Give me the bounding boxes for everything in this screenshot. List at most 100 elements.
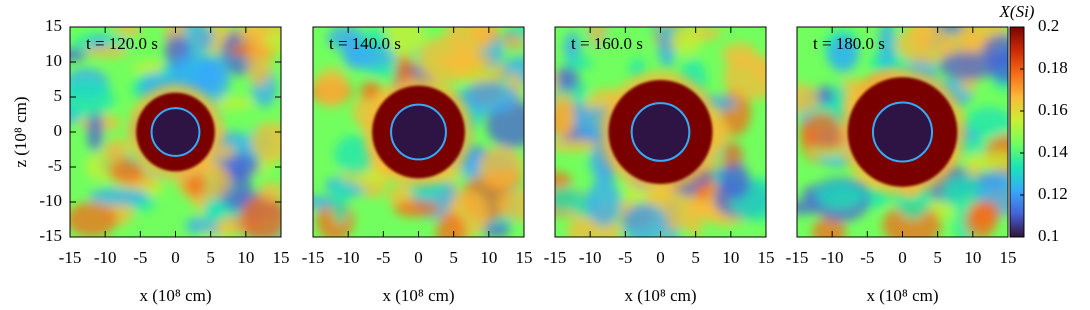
x-tick-label: 15 <box>758 248 775 267</box>
field-patch <box>86 107 104 153</box>
field-patch <box>203 199 225 223</box>
x-tick-label: 5 <box>933 248 942 267</box>
x-tick-label: 5 <box>691 248 700 267</box>
field-patch <box>555 65 580 91</box>
field-patch <box>965 152 1008 170</box>
panel-annotation: t = 160.0 s <box>571 34 643 53</box>
field-patch <box>109 158 145 185</box>
x-tick-label: -15 <box>59 248 82 267</box>
field-patch <box>555 91 576 139</box>
core <box>150 107 201 157</box>
colorbar-tick-label: 0.2 <box>1038 16 1059 35</box>
x-tick-label: 0 <box>898 248 907 267</box>
x-tick-label: 10 <box>237 248 254 267</box>
field-patch <box>383 27 425 57</box>
field-patch <box>555 139 601 152</box>
field-patch <box>70 80 115 118</box>
field-patch <box>720 163 751 201</box>
field-patch <box>622 202 668 237</box>
x-axis-label: x (10⁸ cm) <box>866 286 938 305</box>
y-axis-label: z (10⁸ cm) <box>11 96 30 167</box>
field-patch <box>685 218 704 236</box>
field-patch <box>360 81 382 101</box>
x-tick-label: -10 <box>579 248 602 267</box>
field-patch <box>563 31 581 65</box>
heatmap-field <box>555 27 766 237</box>
field-patch <box>393 200 440 218</box>
heatmap-field <box>70 27 281 237</box>
x-tick-label: 5 <box>449 248 458 267</box>
x-tick-label: -5 <box>618 248 632 267</box>
x-tick-label: 15 <box>516 248 533 267</box>
field-patch <box>669 27 702 56</box>
colorbar-tick-label: 0.1 <box>1038 226 1059 245</box>
field-patch <box>497 188 524 221</box>
field-patch <box>753 59 766 80</box>
colorbar-tick-label: 0.12 <box>1038 184 1068 203</box>
x-tick-label: -15 <box>544 248 567 267</box>
panel-annotation: t = 120.0 s <box>86 34 158 53</box>
field-patch <box>435 212 466 237</box>
field-patch <box>345 45 396 69</box>
core <box>630 102 691 162</box>
x-axis-label: x (10⁸ cm) <box>624 286 696 305</box>
x-tick-label: 0 <box>656 248 665 267</box>
x-tick-label: -5 <box>133 248 147 267</box>
y-tick-label: 5 <box>54 86 63 105</box>
field-patch <box>469 27 491 47</box>
field-patch <box>812 217 847 237</box>
field-patch <box>797 83 822 114</box>
x-tick-label: -15 <box>786 248 809 267</box>
field-patch <box>721 42 758 68</box>
colorbar-tick-label: 0.16 <box>1038 100 1068 119</box>
field-patch <box>941 176 989 210</box>
x-tick-label: -10 <box>821 248 844 267</box>
x-tick-label: 0 <box>171 248 180 267</box>
panel-annotation: t = 140.0 s <box>329 34 401 53</box>
field-patch <box>827 35 859 73</box>
field-patch <box>965 203 996 237</box>
field-patch <box>555 186 582 212</box>
field-patch <box>588 27 607 47</box>
y-tick-label: -15 <box>39 226 62 245</box>
field-patch <box>70 48 88 62</box>
x-tick-label: 10 <box>722 248 739 267</box>
field-patch <box>586 178 621 227</box>
field-patch <box>629 58 646 79</box>
x-axis-label: x (10⁸ cm) <box>382 286 454 305</box>
field-patch <box>459 81 520 114</box>
x-tick-label: 10 <box>480 248 497 267</box>
field-patch <box>878 27 896 67</box>
colorbar-tick-label: 0.14 <box>1038 142 1068 161</box>
heatmap-field <box>797 27 1008 237</box>
colorbar-tick-label: 0.18 <box>1038 58 1068 77</box>
field-patch <box>437 51 493 70</box>
y-tick-label: 0 <box>54 121 63 140</box>
x-tick-label: -5 <box>860 248 874 267</box>
field-patch <box>185 217 210 235</box>
field-patch <box>797 200 822 215</box>
x-tick-label: -10 <box>337 248 360 267</box>
field-patch <box>965 107 1008 138</box>
field-patch <box>250 122 281 163</box>
field-patch <box>314 67 349 108</box>
x-tick-label: 15 <box>273 248 290 267</box>
field-patch <box>89 187 148 206</box>
y-tick-label: 10 <box>45 51 62 70</box>
y-tick-label: 15 <box>45 16 62 35</box>
colorbar <box>1009 26 1025 238</box>
colorbar-label: X(Si) <box>999 2 1035 21</box>
y-tick-label: -10 <box>39 191 62 210</box>
x-tick-label: 15 <box>1000 248 1017 267</box>
panel-annotation: t = 180.0 s <box>813 34 885 53</box>
field-patch <box>114 27 142 37</box>
field-patch <box>85 45 129 58</box>
x-tick-label: -15 <box>302 248 325 267</box>
field-patch <box>70 201 118 237</box>
field-patch <box>896 27 954 65</box>
field-patch <box>882 203 942 237</box>
field-patch <box>555 171 572 191</box>
field-patch <box>477 146 524 189</box>
core <box>390 103 447 161</box>
